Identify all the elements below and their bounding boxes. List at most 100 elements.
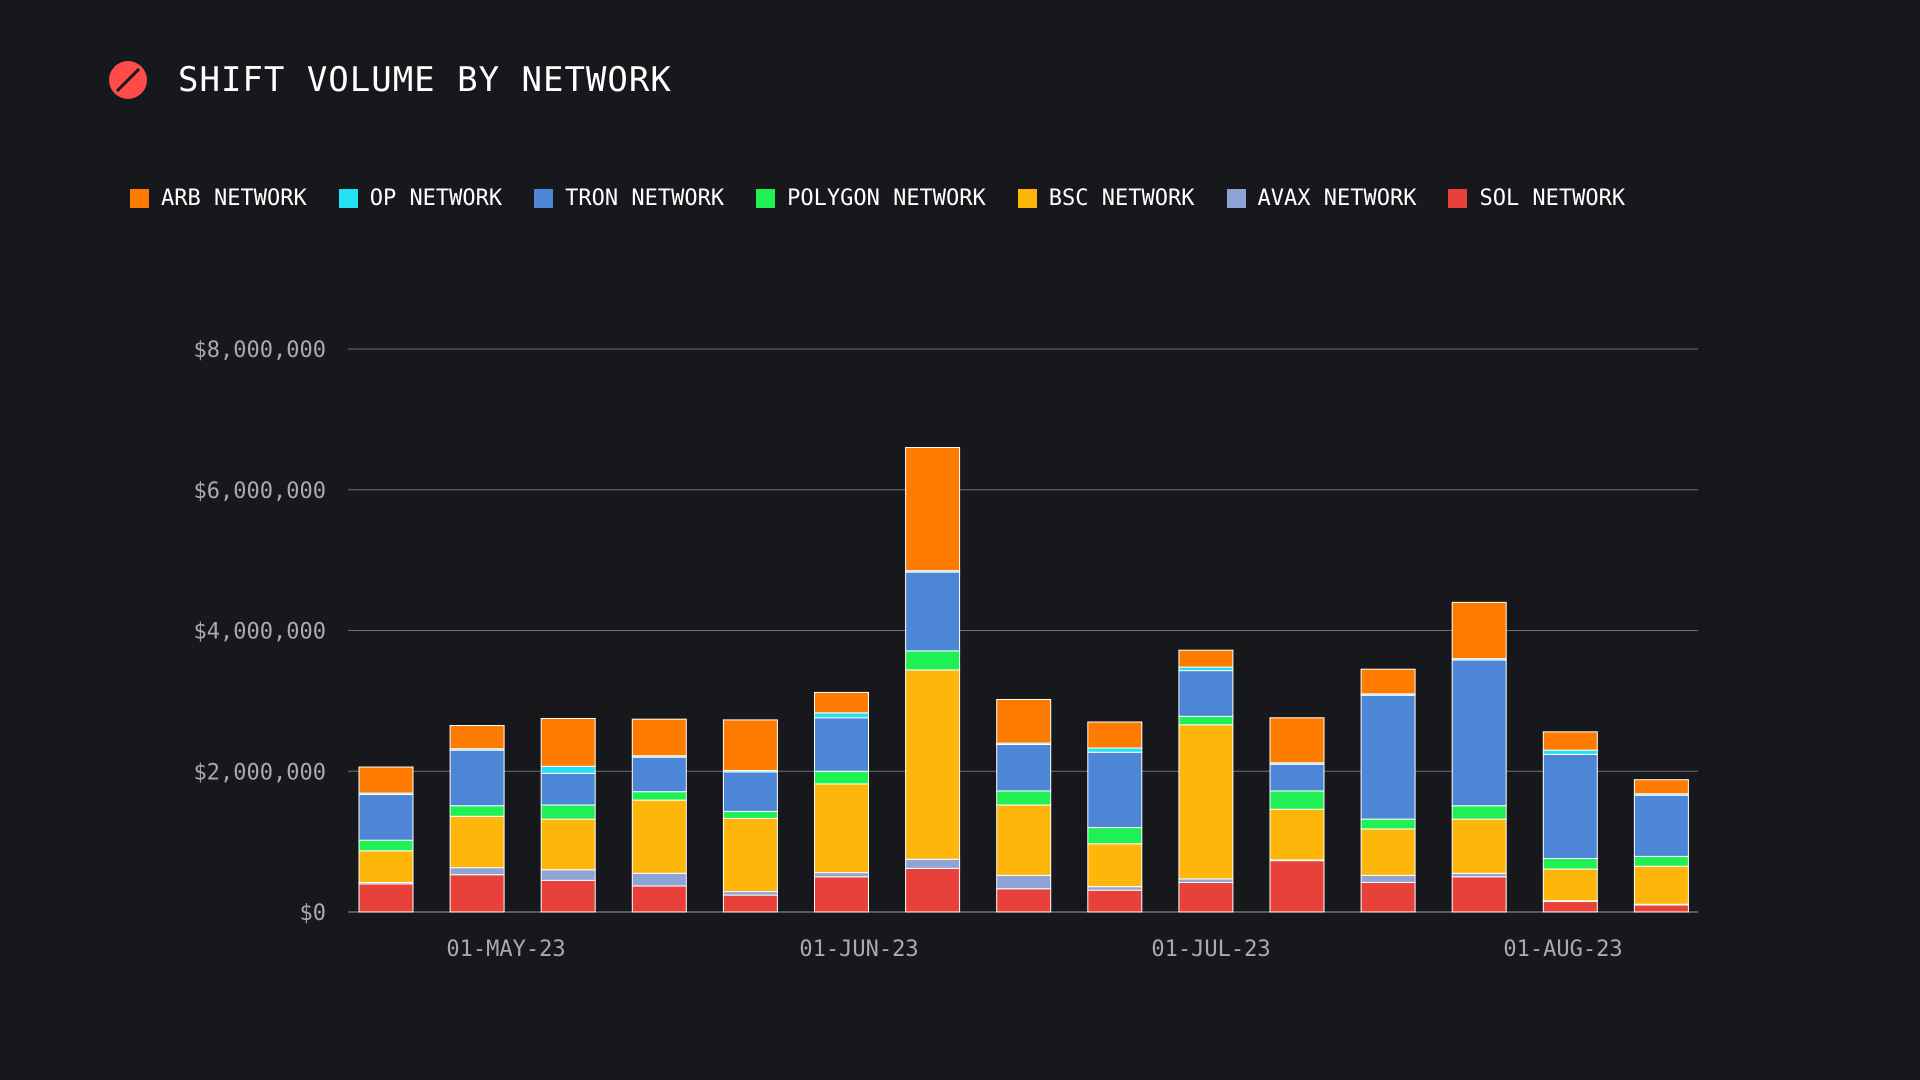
legend-item-op-network[interactable]: OP NETWORK [338,186,502,211]
bar-stack[interactable] [814,691,869,913]
bar-segment-polygon-network[interactable] [722,810,778,819]
bar-stack[interactable] [1178,649,1234,913]
bar-segment-arb-network[interactable] [631,718,687,757]
bar-segment-bsc-network[interactable] [722,817,778,893]
bar-segment-tron-network[interactable] [905,571,961,652]
bar-segment-polygon-network[interactable] [540,804,596,820]
bar-segment-arb-network[interactable] [1269,717,1325,764]
bar-segment-polygon-network[interactable] [631,791,687,801]
bar-segment-sol-network[interactable] [996,888,1052,913]
bar-segment-bsc-network[interactable] [905,669,961,860]
bar-segment-arb-network[interactable] [996,698,1052,744]
bar-segment-avax-network[interactable] [631,872,687,887]
legend-item-bsc-network[interactable]: BSC NETWORK [1017,186,1195,211]
bar-segment-avax-network[interactable] [722,891,778,896]
bar-segment-arb-network[interactable] [358,766,414,794]
bar-segment-polygon-network[interactable] [1633,855,1689,867]
bar-segment-polygon-network[interactable] [1178,715,1234,726]
bar-segment-arb-network[interactable] [1360,668,1416,695]
bar-segment-polygon-network[interactable] [1269,790,1325,810]
bar-segment-tron-network[interactable] [1360,694,1416,820]
bar-segment-bsc-network[interactable] [540,818,596,871]
bar-segment-tron-network[interactable] [722,771,778,812]
bar-segment-arb-network[interactable] [1542,731,1598,751]
bar-stack[interactable] [358,766,414,913]
bar-segment-arb-network[interactable] [722,719,778,772]
bar-segment-bsc-network[interactable] [1542,868,1598,902]
bar-segment-polygon-network[interactable] [996,790,1052,806]
bar-segment-arb-network[interactable] [814,691,869,714]
bar-segment-sol-network[interactable] [1633,904,1689,913]
bar-segment-polygon-network[interactable] [1360,818,1416,830]
bar-segment-avax-network[interactable] [905,858,961,869]
bar-segment-tron-network[interactable] [1451,659,1507,807]
bar-segment-arb-network[interactable] [1178,649,1234,668]
bar-segment-polygon-network[interactable] [905,650,961,671]
bar-stack[interactable] [905,447,961,913]
bar-segment-bsc-network[interactable] [631,799,687,874]
bar-segment-sol-network[interactable] [449,874,505,913]
bar-segment-sol-network[interactable] [1178,881,1234,913]
bar-segment-bsc-network[interactable] [358,850,414,883]
bar-segment-tron-network[interactable] [1178,670,1234,717]
bar-stack[interactable] [1451,601,1507,913]
bar-segment-op-network[interactable] [540,765,596,774]
bar-segment-sol-network[interactable] [1087,889,1143,913]
bar-segment-avax-network[interactable] [449,867,505,876]
bar-segment-avax-network[interactable] [1087,886,1143,891]
bar-stack[interactable] [722,719,778,913]
bar-segment-tron-network[interactable] [358,793,414,841]
bar-segment-tron-network[interactable] [996,744,1052,792]
bar-segment-sol-network[interactable] [905,867,961,913]
bar-segment-avax-network[interactable] [540,869,596,881]
bar-segment-polygon-network[interactable] [1542,858,1598,870]
bar-segment-polygon-network[interactable] [1451,805,1507,820]
bar-segment-avax-network[interactable] [996,874,1052,890]
bar-segment-sol-network[interactable] [1269,860,1325,913]
bar-segment-op-network[interactable] [814,712,869,719]
bar-segment-arb-network[interactable] [449,725,505,750]
bar-segment-arb-network[interactable] [1633,779,1689,795]
bar-segment-bsc-network[interactable] [1360,828,1416,876]
bar-segment-tron-network[interactable] [1542,753,1598,860]
bar-stack[interactable] [449,725,505,913]
bar-segment-sol-network[interactable] [814,876,869,913]
legend-item-arb-network[interactable]: ARB NETWORK [130,186,307,211]
bar-segment-tron-network[interactable] [1087,751,1143,829]
bar-segment-tron-network[interactable] [1633,794,1689,857]
bar-segment-sol-network[interactable] [1360,881,1416,913]
bar-segment-bsc-network[interactable] [1269,808,1325,861]
bar-segment-bsc-network[interactable] [1451,818,1507,874]
bar-segment-bsc-network[interactable] [1178,724,1234,880]
bar-segment-arb-network[interactable] [1087,721,1143,749]
bar-segment-bsc-network[interactable] [449,815,505,869]
bar-segment-bsc-network[interactable] [1087,843,1143,888]
bar-segment-sol-network[interactable] [540,879,596,913]
bar-stack[interactable] [1269,717,1325,913]
bar-segment-polygon-network[interactable] [1087,827,1143,845]
bar-segment-tron-network[interactable] [814,717,869,772]
bar-segment-tron-network[interactable] [1269,763,1325,792]
legend-item-sol-network[interactable]: SOL NETWORK [1448,186,1625,211]
bar-segment-arb-network[interactable] [540,717,596,767]
bar-segment-op-network[interactable] [1178,666,1234,672]
bar-segment-avax-network[interactable] [1451,872,1507,878]
bar-segment-sol-network[interactable] [631,885,687,913]
bar-segment-polygon-network[interactable] [358,839,414,852]
bar-stack[interactable] [631,718,687,913]
bar-segment-bsc-network[interactable] [996,804,1052,876]
bar-stack[interactable] [996,698,1052,913]
bar-stack[interactable] [1542,731,1598,913]
bar-segment-sol-network[interactable] [358,883,414,913]
bar-segment-avax-network[interactable] [1360,874,1416,883]
legend-item-avax-network[interactable]: AVAX NETWORK [1226,186,1416,211]
bar-segment-bsc-network[interactable] [1633,865,1689,905]
bar-segment-op-network[interactable] [1087,747,1143,753]
bar-segment-avax-network[interactable] [1178,878,1234,883]
bar-stack[interactable] [1360,668,1416,913]
bar-segment-sol-network[interactable] [722,894,778,913]
bar-segment-arb-network[interactable] [1451,601,1507,660]
bar-segment-avax-network[interactable] [814,872,869,878]
bar-segment-polygon-network[interactable] [814,770,869,785]
bar-stack[interactable] [540,717,596,913]
